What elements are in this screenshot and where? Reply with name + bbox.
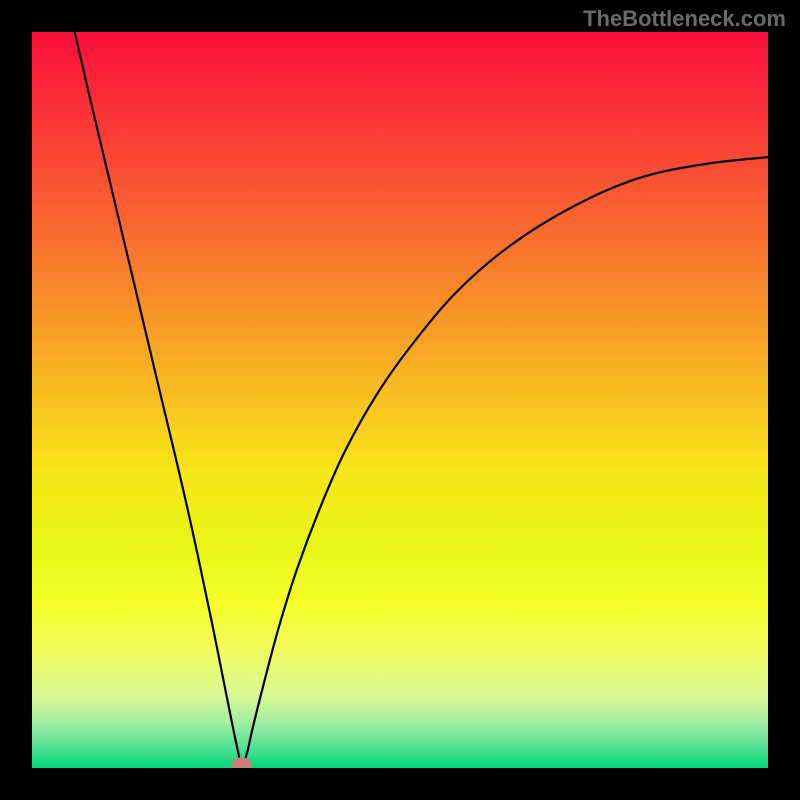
chart-container: TheBottleneck.com (0, 0, 800, 800)
gradient-background (32, 32, 768, 768)
plot-svg (32, 32, 768, 768)
watermark-text: TheBottleneck.com (583, 6, 786, 32)
plot-area (32, 32, 768, 768)
